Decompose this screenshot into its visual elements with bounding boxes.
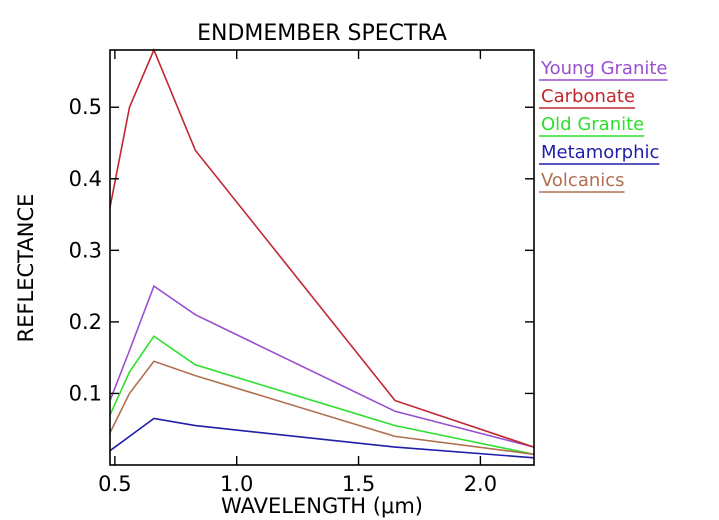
y-tick-label: 0.4 xyxy=(69,167,102,191)
y-tick-label: 0.1 xyxy=(69,381,102,405)
series-line-2 xyxy=(109,335,535,456)
legend-label-4: Volcanics xyxy=(541,170,625,191)
y-tick-label: 0.5 xyxy=(69,95,102,119)
series-line-3 xyxy=(109,417,535,459)
legend-label-2: Old Granite xyxy=(541,114,644,135)
legend-label-1: Carbonate xyxy=(541,86,635,107)
series-group xyxy=(109,47,535,459)
series-line-1 xyxy=(109,47,535,448)
legend-label-3: Metamorphic xyxy=(541,142,659,163)
x-tick-label: 0.5 xyxy=(98,472,131,496)
series-line-0 xyxy=(109,284,535,448)
y-tick-label: 0.2 xyxy=(69,310,102,334)
chart-title: ENDMEMBER SPECTRA xyxy=(197,21,447,46)
y-axis-title: REFLECTANCE xyxy=(14,194,38,343)
legend-label-0: Young Granite xyxy=(540,58,668,79)
legend: Young Granite Carbonate Old Granite Metamor… xyxy=(539,58,668,193)
plot-frame xyxy=(109,49,535,466)
y-tick-label: 0.3 xyxy=(69,238,102,262)
x-tick-label: 2.0 xyxy=(464,472,497,496)
x-tick-label: 1.0 xyxy=(220,472,253,496)
series-line-4 xyxy=(109,360,535,456)
x-axis-title: WAVELENGTH (μm) xyxy=(221,494,423,518)
x-tick-label: 1.5 xyxy=(342,472,375,496)
tick-group: 0.5 1.0 1.5 2.0 0.1 0.2 0.3 0.4 0.5 xyxy=(69,50,534,496)
